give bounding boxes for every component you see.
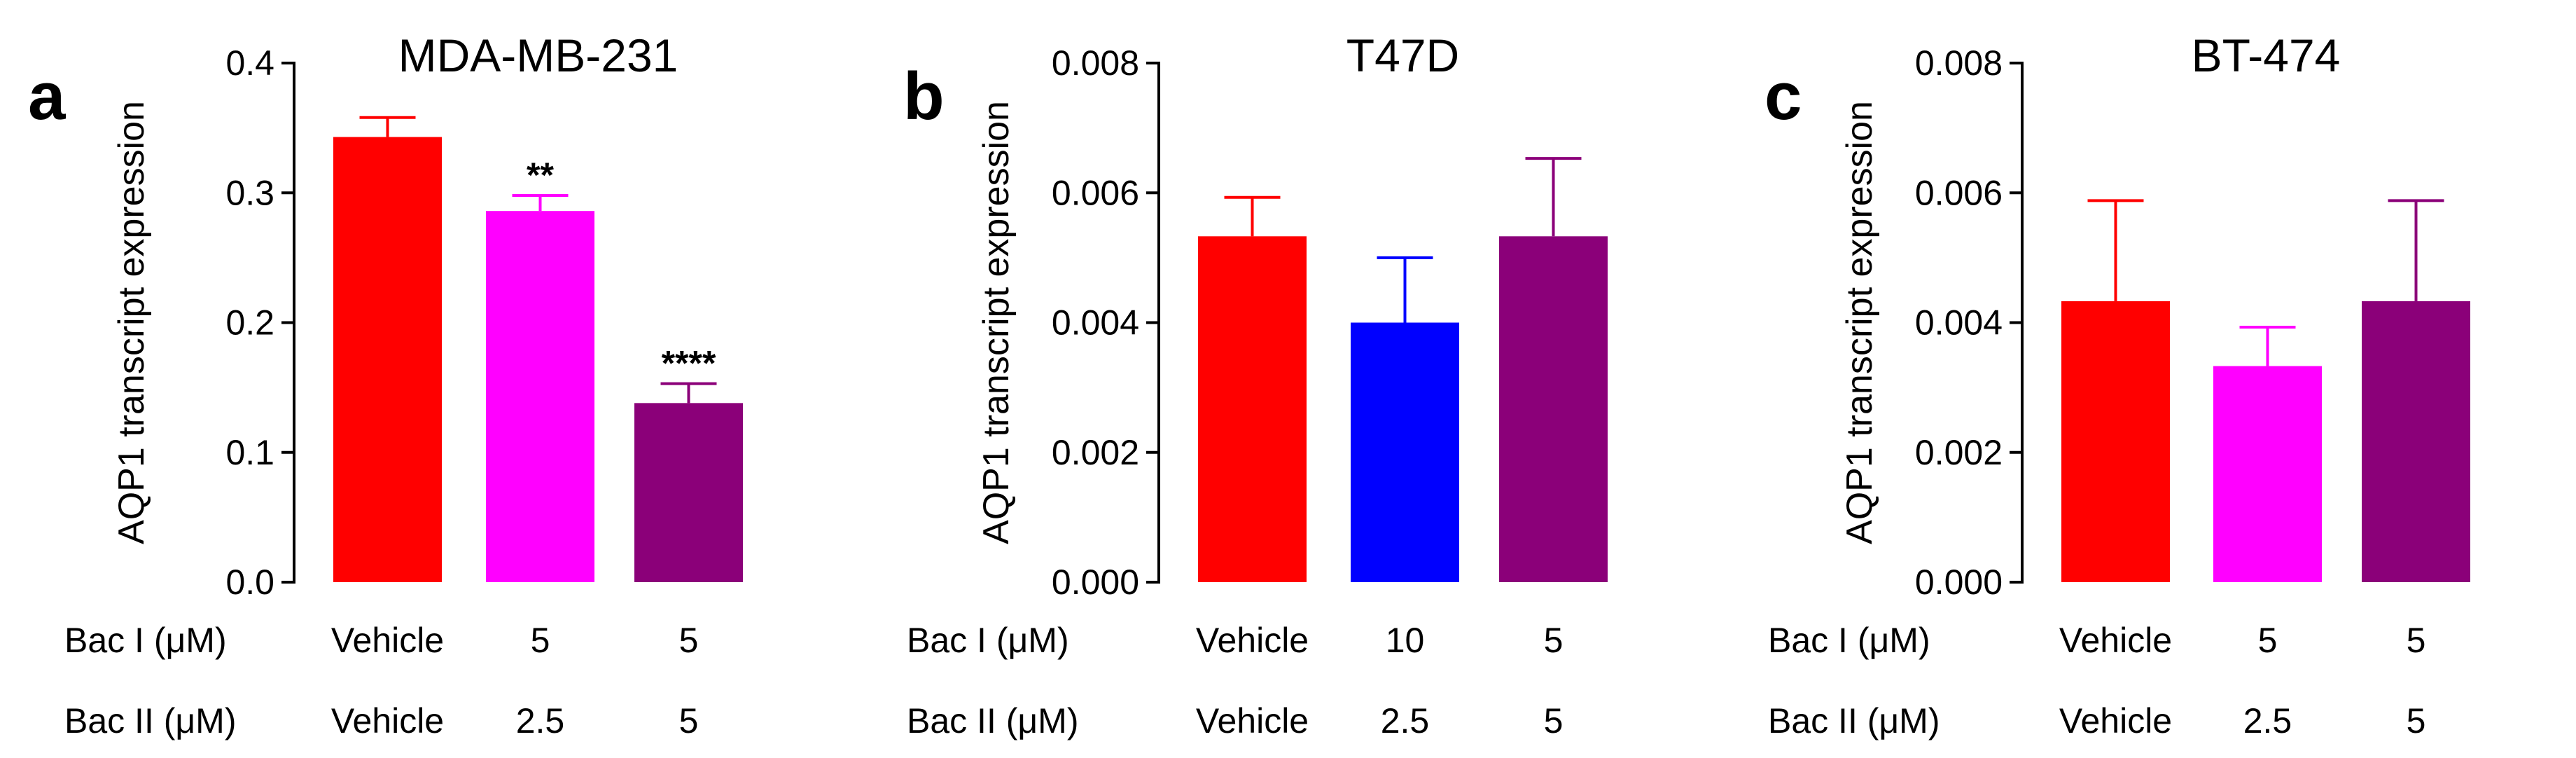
bar xyxy=(1351,322,1459,582)
significance-label: ** xyxy=(527,156,554,195)
chart-title: T47D xyxy=(1346,29,1459,81)
bac2-value: 2.5 xyxy=(2243,701,2292,740)
bac2-value: 2.5 xyxy=(516,701,565,740)
bar xyxy=(1499,236,1608,582)
bac2-row-label: Bac II (μM) xyxy=(64,701,236,740)
bac2-value: 2.5 xyxy=(1381,701,1430,740)
bac2-row-label: Bac II (μM) xyxy=(907,701,1078,740)
y-tick-label: 0.0 xyxy=(225,563,274,602)
chart-panel-a: a 0.0 0.1 0.2 0.3 0.4 AQP1 transcript expressi… xyxy=(28,29,743,740)
y-tick-label: 0.002 xyxy=(1052,433,1139,472)
y-tick-label: 0.000 xyxy=(1052,563,1139,602)
y-tick-label: 0.1 xyxy=(225,433,274,472)
y-tick-label: 0.008 xyxy=(1915,43,2003,83)
bac1-value: 5 xyxy=(531,621,550,660)
bac2-value: 5 xyxy=(2407,701,2426,740)
bac1-value: Vehicle xyxy=(2059,621,2172,660)
y-tick-label: 0.004 xyxy=(1052,303,1139,343)
chart-panel-b: b 0.000 0.002 0.004 0.006 0.008 AQP1 transcrip… xyxy=(903,29,1608,740)
bac2-value: 5 xyxy=(679,701,699,740)
y-tick-label: 0.3 xyxy=(225,173,274,212)
bac1-value: 5 xyxy=(2407,621,2426,660)
bac1-value: 5 xyxy=(2258,621,2278,660)
panel-letter: c xyxy=(1764,59,1802,134)
y-tick-label: 0.006 xyxy=(1915,173,2003,212)
bar xyxy=(1198,236,1307,582)
bac1-row-label: Bac I (μM) xyxy=(907,621,1069,660)
bar xyxy=(634,403,743,582)
y-axis-label: AQP1 transcript expression xyxy=(111,101,152,544)
bac2-value: Vehicle xyxy=(331,701,444,740)
bac2-value: Vehicle xyxy=(1196,701,1309,740)
bar xyxy=(2061,301,2170,582)
bar xyxy=(333,137,442,582)
y-tick-label: 0.006 xyxy=(1052,173,1139,212)
bac1-value: Vehicle xyxy=(331,621,444,660)
y-tick-label: 0.002 xyxy=(1915,433,2003,472)
bac1-row-label: Bac I (μM) xyxy=(1768,621,1930,660)
y-tick-label: 0.008 xyxy=(1052,43,1139,83)
bac1-value: 10 xyxy=(1386,621,1425,660)
y-tick-label: 0.4 xyxy=(225,43,274,83)
bac2-value: Vehicle xyxy=(2059,701,2172,740)
y-tick-label: 0.2 xyxy=(225,303,274,343)
y-axis-label: AQP1 transcript expression xyxy=(1839,101,1880,544)
bac1-value: 5 xyxy=(679,621,699,660)
chart-panel-c: c 0.000 0.002 0.004 0.006 0.008 AQP1 transcrip… xyxy=(1764,29,2470,740)
y-axis-label: AQP1 transcript expression xyxy=(976,101,1017,544)
panel-letter: b xyxy=(903,59,945,134)
chart-title: BT-474 xyxy=(2192,29,2341,81)
bac1-value: Vehicle xyxy=(1196,621,1309,660)
bar xyxy=(2362,301,2470,582)
bac2-row-label: Bac II (μM) xyxy=(1768,701,1940,740)
bar xyxy=(2213,366,2322,582)
significance-label: **** xyxy=(662,344,716,383)
bac1-value: 5 xyxy=(1544,621,1564,660)
y-tick-label: 0.004 xyxy=(1915,303,2003,343)
panel-letter: a xyxy=(28,59,66,134)
bac1-row-label: Bac I (μM) xyxy=(64,621,227,660)
bar xyxy=(486,211,594,582)
chart-title: MDA-MB-231 xyxy=(398,29,678,81)
bac2-value: 5 xyxy=(1544,701,1564,740)
y-tick-label: 0.000 xyxy=(1915,563,2003,602)
